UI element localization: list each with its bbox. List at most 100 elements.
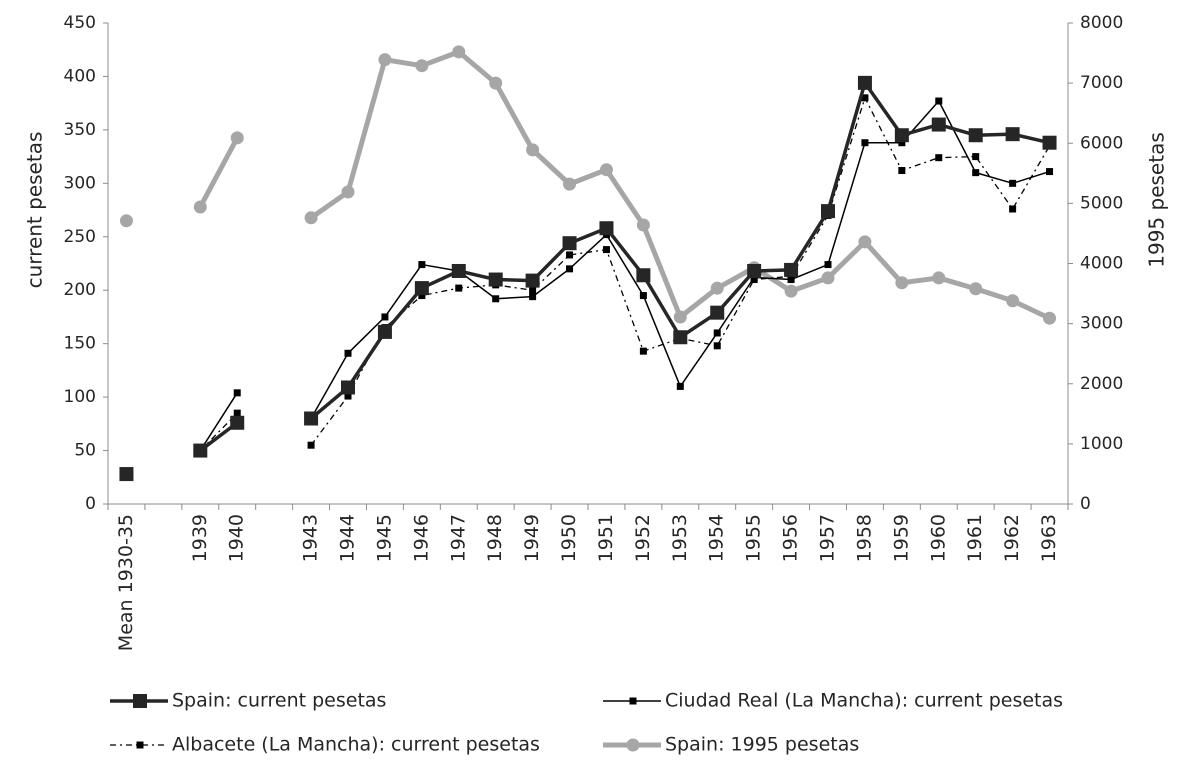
legend-label: Ciudad Real (La Mancha): current pesetas bbox=[665, 690, 1063, 712]
x-tick-label: 1953 bbox=[669, 514, 691, 562]
series-marker bbox=[673, 330, 688, 345]
series-marker bbox=[1009, 179, 1017, 187]
series-marker bbox=[119, 467, 134, 482]
x-tick-label: 1945 bbox=[373, 514, 395, 562]
series-line bbox=[198, 49, 1051, 321]
series-marker bbox=[562, 236, 577, 251]
series-marker bbox=[935, 154, 943, 162]
y-tick-label: 250 bbox=[64, 227, 96, 247]
x-tick-label: 1950 bbox=[558, 514, 580, 562]
series-marker bbox=[639, 292, 647, 300]
x-tick-label: 1960 bbox=[927, 514, 949, 562]
x-tick-label: 1951 bbox=[595, 514, 617, 562]
series-marker bbox=[710, 281, 724, 295]
y-tick-label: 450 bbox=[64, 13, 96, 33]
series-marker bbox=[119, 214, 133, 228]
series-marker bbox=[673, 310, 687, 324]
y-tick-label: 0 bbox=[85, 494, 96, 514]
y2-tick-label: 1000 bbox=[1080, 434, 1123, 454]
series-line bbox=[199, 100, 1050, 451]
legend-marker bbox=[626, 738, 640, 752]
y-tick-label: 300 bbox=[64, 173, 96, 193]
legend-label: Spain: current pesetas bbox=[172, 690, 386, 712]
x-tick-label: 1957 bbox=[817, 514, 839, 562]
y-tick-label: 50 bbox=[74, 441, 96, 461]
series-marker bbox=[894, 128, 909, 143]
series-marker bbox=[230, 415, 245, 430]
y2-tick-label: 5000 bbox=[1080, 193, 1123, 213]
legend-label: Spain: 1995 pesetas bbox=[665, 734, 859, 756]
series-marker bbox=[713, 329, 721, 337]
y2-tick-label: 4000 bbox=[1080, 254, 1123, 274]
legend-label: Albacete (La Mancha): current pesetas bbox=[172, 734, 540, 756]
series-marker bbox=[307, 441, 315, 449]
legend-marker bbox=[136, 741, 144, 749]
series-marker bbox=[1043, 311, 1057, 325]
series-marker bbox=[972, 153, 980, 161]
series-marker bbox=[599, 163, 613, 177]
series-marker bbox=[1042, 135, 1057, 150]
series-marker bbox=[529, 286, 537, 294]
series-marker bbox=[230, 131, 244, 145]
series-marker bbox=[304, 411, 319, 426]
x-tick-label: 1943 bbox=[300, 514, 322, 562]
series-marker bbox=[1005, 127, 1020, 142]
series-marker bbox=[488, 272, 503, 287]
series-marker bbox=[489, 76, 503, 90]
y2-tick-label: 3000 bbox=[1080, 314, 1123, 334]
series-marker bbox=[344, 392, 352, 400]
series-marker bbox=[787, 276, 795, 284]
series-marker bbox=[452, 45, 466, 59]
series-marker bbox=[525, 273, 540, 288]
series-marker bbox=[861, 94, 869, 102]
series-marker bbox=[233, 409, 241, 417]
y-tick-label: 100 bbox=[64, 387, 96, 407]
series-marker bbox=[455, 284, 463, 292]
series-marker bbox=[381, 313, 389, 321]
series-marker bbox=[784, 284, 798, 298]
series-marker bbox=[599, 221, 614, 236]
x-tick-label: 1940 bbox=[226, 514, 248, 562]
y-axis-title: current pesetas bbox=[23, 132, 47, 289]
series-marker bbox=[378, 53, 392, 67]
series-marker bbox=[563, 177, 577, 191]
series-marker bbox=[821, 204, 835, 219]
series-marker bbox=[1046, 168, 1054, 176]
series-marker bbox=[636, 218, 650, 232]
series-marker bbox=[526, 143, 540, 157]
y2-tick-label: 8000 bbox=[1080, 13, 1123, 33]
series-marker bbox=[824, 261, 832, 269]
series-marker bbox=[418, 292, 426, 300]
series-marker bbox=[344, 349, 352, 357]
series-marker bbox=[602, 246, 610, 254]
series-line bbox=[199, 97, 1051, 452]
series-marker bbox=[858, 235, 872, 249]
legend-marker bbox=[133, 694, 147, 708]
y2-axis-title: 1995 pesetas bbox=[1145, 132, 1169, 268]
x-tick-label: Mean 1930-35 bbox=[115, 514, 137, 651]
y-tick-label: 350 bbox=[64, 120, 96, 140]
series-marker bbox=[857, 75, 872, 90]
series-marker bbox=[969, 282, 983, 296]
x-tick-label: 1946 bbox=[410, 514, 432, 562]
series-marker bbox=[935, 97, 943, 105]
series-marker bbox=[1009, 205, 1017, 213]
x-tick-label: 1948 bbox=[484, 514, 506, 562]
series-marker bbox=[972, 169, 980, 177]
series-marker bbox=[747, 263, 762, 278]
series-marker bbox=[710, 305, 725, 320]
series-marker bbox=[377, 324, 392, 339]
series-marker bbox=[233, 389, 241, 397]
series-marker bbox=[968, 128, 983, 143]
y2-tick-label: 7000 bbox=[1080, 73, 1123, 93]
x-tick-label: 1956 bbox=[780, 514, 802, 562]
x-tick-label: 1962 bbox=[1001, 514, 1023, 562]
x-tick-label: 1961 bbox=[964, 514, 986, 562]
x-tick-label: 1949 bbox=[521, 514, 543, 562]
series-marker bbox=[784, 262, 799, 277]
series-marker bbox=[566, 251, 574, 259]
x-tick-label: 1955 bbox=[743, 514, 765, 562]
y-tick-label: 200 bbox=[64, 280, 96, 300]
series-marker bbox=[193, 443, 208, 458]
